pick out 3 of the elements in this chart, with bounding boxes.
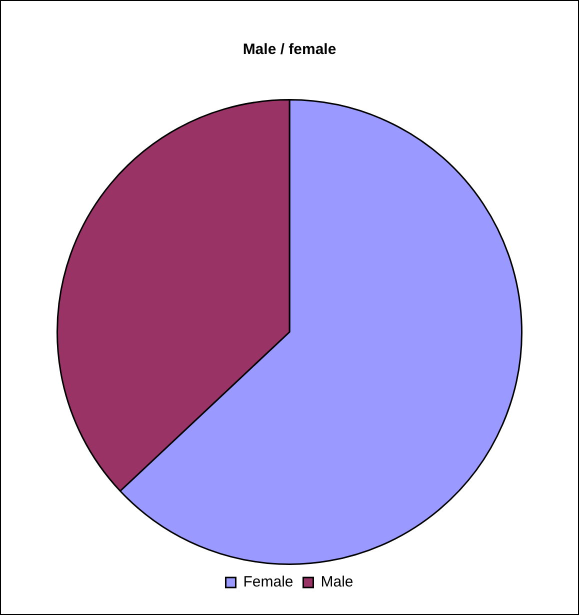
legend-label: Male [320, 574, 354, 591]
chart-title: Male / female [242, 41, 336, 58]
legend-label: Female [243, 574, 294, 591]
